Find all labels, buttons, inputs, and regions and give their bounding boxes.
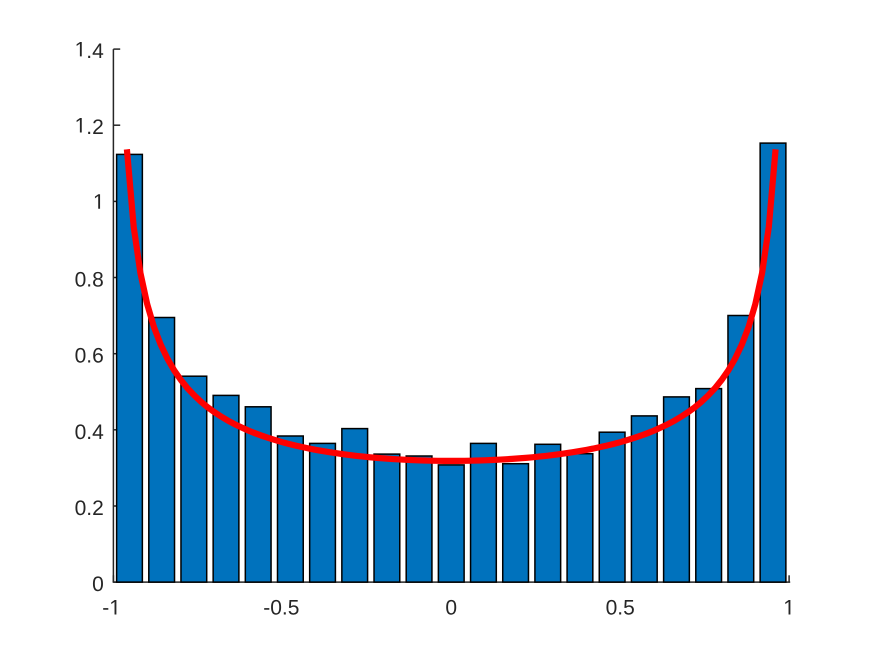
svg-text:0.8: 0.8 xyxy=(75,269,104,292)
svg-text:0.2: 0.2 xyxy=(75,497,104,520)
svg-text:-: - xyxy=(102,597,109,620)
svg-text:.2: .2 xyxy=(86,116,104,139)
svg-text:0: 0 xyxy=(92,573,104,596)
svg-text:.4: .4 xyxy=(86,40,104,63)
svg-text:0.4: 0.4 xyxy=(75,421,105,444)
svg-text:0: 0 xyxy=(445,597,457,620)
svg-text:0.5: 0.5 xyxy=(606,597,635,620)
svg-text:-0.5: -0.5 xyxy=(263,597,299,620)
svg-text:0.6: 0.6 xyxy=(75,345,104,368)
